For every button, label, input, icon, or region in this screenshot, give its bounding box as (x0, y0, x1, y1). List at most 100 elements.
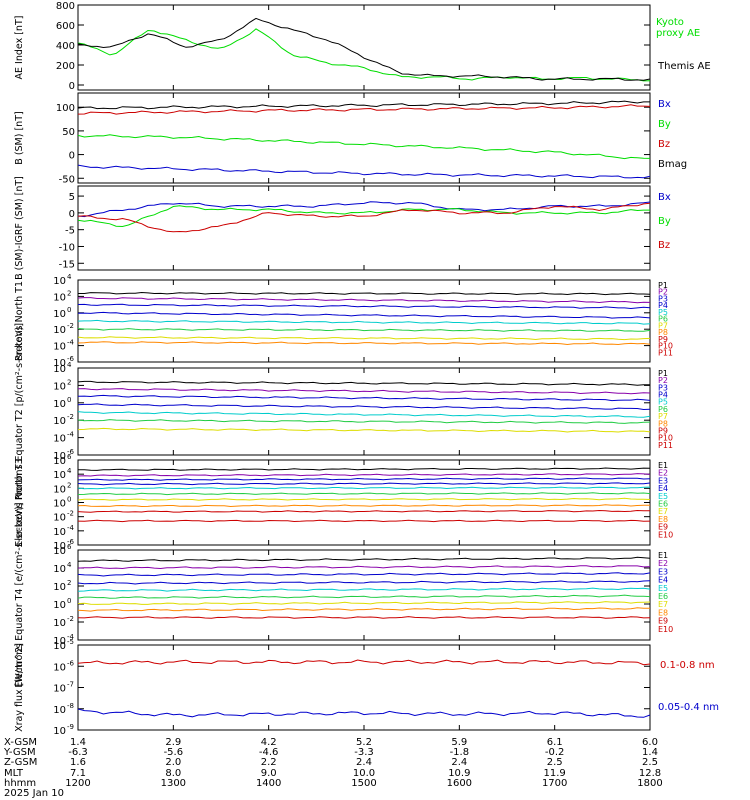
panel-frame (77, 459, 651, 546)
series-line-e1 (77, 556, 651, 562)
y-tick-label: 400 (56, 41, 75, 52)
panel-frame (77, 185, 651, 271)
legend-entry: E10 (658, 625, 673, 634)
y-tick-exponent: -4 (67, 633, 75, 641)
panel-frame (77, 4, 651, 91)
y-tick-label: 10 (53, 600, 66, 611)
y-tick-label: 10 (53, 546, 66, 557)
legend-entry: E10 (658, 530, 673, 539)
y-tick-exponent: -6 (67, 355, 75, 363)
y-tick-label: 10 (53, 527, 66, 538)
y-tick-label: 10 (53, 636, 66, 647)
y-tick-label: 0 (69, 151, 75, 162)
y-tick-exponent: 2 (67, 289, 71, 297)
y-tick-exponent: 2 (67, 378, 71, 386)
y-axis-label: Electrons North T3 (14, 458, 25, 546)
legend-entry: E1 (658, 551, 668, 560)
series-line-e6 (77, 492, 651, 496)
legend-entry: E6 (658, 500, 668, 509)
y-axis-label: B (SM)-IGRF (SM) [nT] (14, 176, 25, 280)
legend-entry: E7 (658, 600, 668, 609)
orbit-value: 1300 (161, 778, 186, 789)
y-axis-label: Protons North T1 (14, 281, 25, 361)
orbit-value: 2.2 (261, 757, 277, 768)
series-line-p3 (77, 303, 651, 310)
orbit-value: 9.0 (261, 768, 277, 779)
series-line-p7 (77, 336, 651, 341)
series-line-e7 (77, 497, 651, 501)
series-line-0-05-0-4-nm (77, 708, 651, 718)
orbit-value: 5.2 (356, 737, 372, 748)
y-tick-exponent: 4 (67, 561, 72, 569)
y-axis-label: AE Index [nT] (14, 16, 25, 80)
orbit-value: 5.9 (451, 737, 467, 748)
orbit-value: 10.9 (448, 768, 470, 779)
y-tick-exponent: -4 (67, 339, 75, 347)
orbit-value: 2.4 (356, 757, 372, 768)
orbit-value: -5.6 (164, 747, 184, 758)
panel-frame (77, 92, 651, 184)
y-tick-label: -10 (59, 242, 75, 253)
orbit-row-label: MLT (4, 768, 24, 779)
orbit-value: 2.4 (451, 757, 467, 768)
series-line-e10 (77, 519, 651, 523)
series-line-e5 (77, 587, 651, 592)
series-line-p5 (77, 411, 651, 418)
legend-entry: P6 (658, 315, 668, 324)
series-line-bx (77, 201, 651, 218)
series-line-p5 (77, 319, 651, 325)
legend-entry: By (658, 119, 671, 130)
series-line-e3 (77, 477, 651, 481)
y-tick-exponent: 0 (67, 306, 71, 314)
series-line-bx (77, 164, 651, 179)
legend-entry: E5 (658, 584, 668, 593)
legend-entry: P5 (658, 398, 668, 407)
y-tick-label: 10 (53, 342, 66, 353)
series-line-e2 (77, 473, 651, 477)
orbit-row-label: hhmm (4, 778, 36, 789)
y-tick-exponent: -9 (67, 723, 74, 731)
y-tick-label: 0 (69, 209, 75, 220)
y-tick-label: 10 (53, 276, 66, 287)
orbit-value: 2.5 (547, 757, 563, 768)
y-tick-label: 50 (62, 127, 75, 138)
y-tick-label: 10 (53, 456, 66, 467)
legend-entry: Themis AE (657, 61, 711, 72)
orbit-value: 1200 (65, 778, 90, 789)
orbit-value: -3.3 (354, 747, 374, 758)
y-tick-label: 600 (56, 21, 75, 32)
y-tick-exponent: 2 (67, 579, 71, 587)
series-line-e3 (77, 572, 651, 577)
legend-entry: P9 (658, 335, 668, 344)
series-line-e2 (77, 565, 651, 570)
y-tick-exponent: -6 (67, 659, 75, 667)
orbit-value: 10.0 (353, 768, 375, 779)
orbit-value: 1800 (637, 778, 662, 789)
y-tick-label: 10 (53, 641, 66, 652)
y-tick-exponent: -2 (67, 510, 74, 518)
y-tick-label: 10 (53, 358, 66, 369)
legend-entry: E2 (658, 559, 668, 568)
y-tick-label: 10 (53, 705, 66, 716)
y-tick-label: 10 (53, 381, 66, 392)
y-tick-exponent: -7 (67, 681, 74, 689)
y-tick-label: 10 (53, 564, 66, 575)
legend-entry: P8 (658, 328, 668, 337)
legend-entry: Bz (658, 240, 670, 251)
y-tick-label: 10 (53, 309, 66, 320)
legend-entry: Bx (658, 99, 671, 110)
series-line-kyoto-proxy-ae (77, 28, 651, 82)
legend-entry: 0.1-0.8 nm (660, 660, 715, 671)
legend-entry: P11 (658, 441, 673, 450)
series-line-p6 (77, 419, 651, 424)
y-tick-label: 10 (53, 513, 66, 524)
series-line-bz (77, 104, 651, 115)
y-tick-exponent: 2 (67, 481, 71, 489)
orbit-value: 1.4 (642, 747, 658, 758)
orbit-value: 7.1 (70, 768, 86, 779)
series-line-p1 (78, 291, 651, 296)
orbit-value: 12.8 (639, 768, 661, 779)
y-tick-label: 10 (53, 416, 66, 427)
y-tick-label: 100 (56, 103, 75, 114)
y-tick-label: 10 (53, 499, 66, 510)
